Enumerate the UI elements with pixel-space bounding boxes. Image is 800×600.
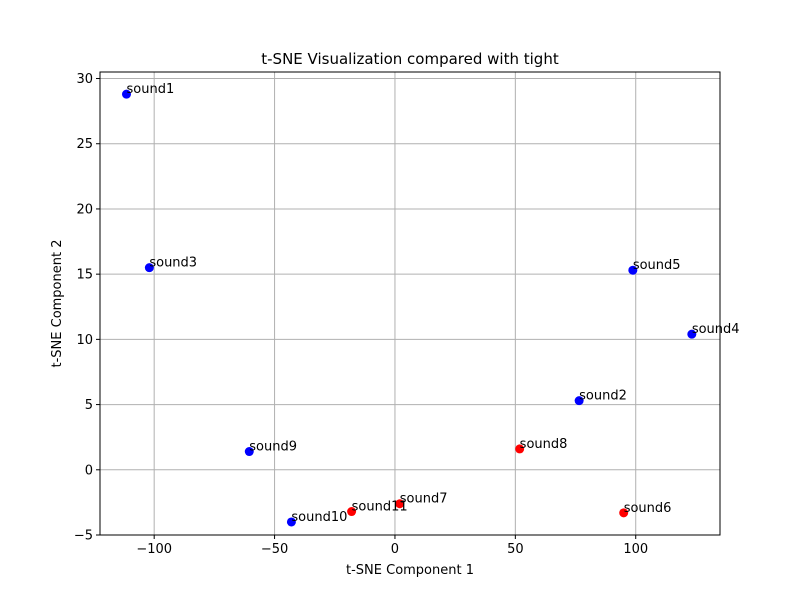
- point-label-sound7: sound7: [400, 492, 448, 507]
- scatter-point-sound2: [574, 396, 584, 406]
- y-tick-label: 10: [76, 333, 93, 348]
- chart-title: t-SNE Visualization compared with tight: [261, 50, 559, 68]
- point-label-sound4: sound4: [692, 322, 740, 337]
- grid-lines: [100, 72, 720, 536]
- point-label-sound5: sound5: [633, 258, 681, 273]
- x-tick-label: 100: [623, 542, 648, 557]
- y-tick-label: 25: [76, 137, 93, 152]
- point-label-sound1: sound1: [126, 82, 174, 97]
- point-labels: sound1 sound3 sound5 sound4 sound2 sound8 soun…: [126, 82, 739, 525]
- scatter-points: [121, 89, 697, 527]
- y-tick-label: 15: [76, 268, 93, 283]
- scatter-point-sound3: [144, 263, 154, 273]
- point-label-sound8: sound8: [520, 437, 568, 452]
- y-tick-label: 0: [85, 463, 93, 478]
- point-label-sound9: sound9: [249, 440, 297, 455]
- y-axis-label: t-SNE Component 2: [50, 240, 65, 368]
- scatter-point-sound9: [244, 447, 254, 457]
- x-tick-label: 50: [507, 542, 524, 557]
- scatter-point-sound11: [347, 507, 357, 517]
- point-label-sound2: sound2: [579, 389, 627, 404]
- plot-area-frame: [99, 71, 721, 536]
- scatter-point-sound1: [121, 89, 131, 99]
- scatter-point-sound4: [687, 329, 697, 339]
- x-axis-label: t-SNE Component 1: [346, 563, 474, 578]
- scatter-point-sound5: [628, 265, 638, 275]
- scatter-point-sound6: [619, 508, 629, 518]
- scatter-point-sound8: [515, 444, 525, 454]
- scatter-point-sound7: [395, 499, 405, 509]
- scatter-point-sound10: [286, 517, 296, 527]
- point-label-sound6: sound6: [624, 501, 672, 516]
- point-label-sound3: sound3: [149, 256, 197, 271]
- x-tick-label: −100: [136, 542, 172, 557]
- y-tick-label: 20: [76, 202, 93, 217]
- y-tick-label: 30: [76, 72, 93, 87]
- y-tick-label: −5: [74, 529, 93, 544]
- point-label-sound11: sound11: [352, 500, 408, 515]
- x-tick-label: 0: [391, 542, 399, 557]
- point-label-sound10: sound10: [291, 510, 347, 525]
- x-tick-label: −50: [261, 542, 288, 557]
- y-tick-label: 5: [85, 398, 93, 413]
